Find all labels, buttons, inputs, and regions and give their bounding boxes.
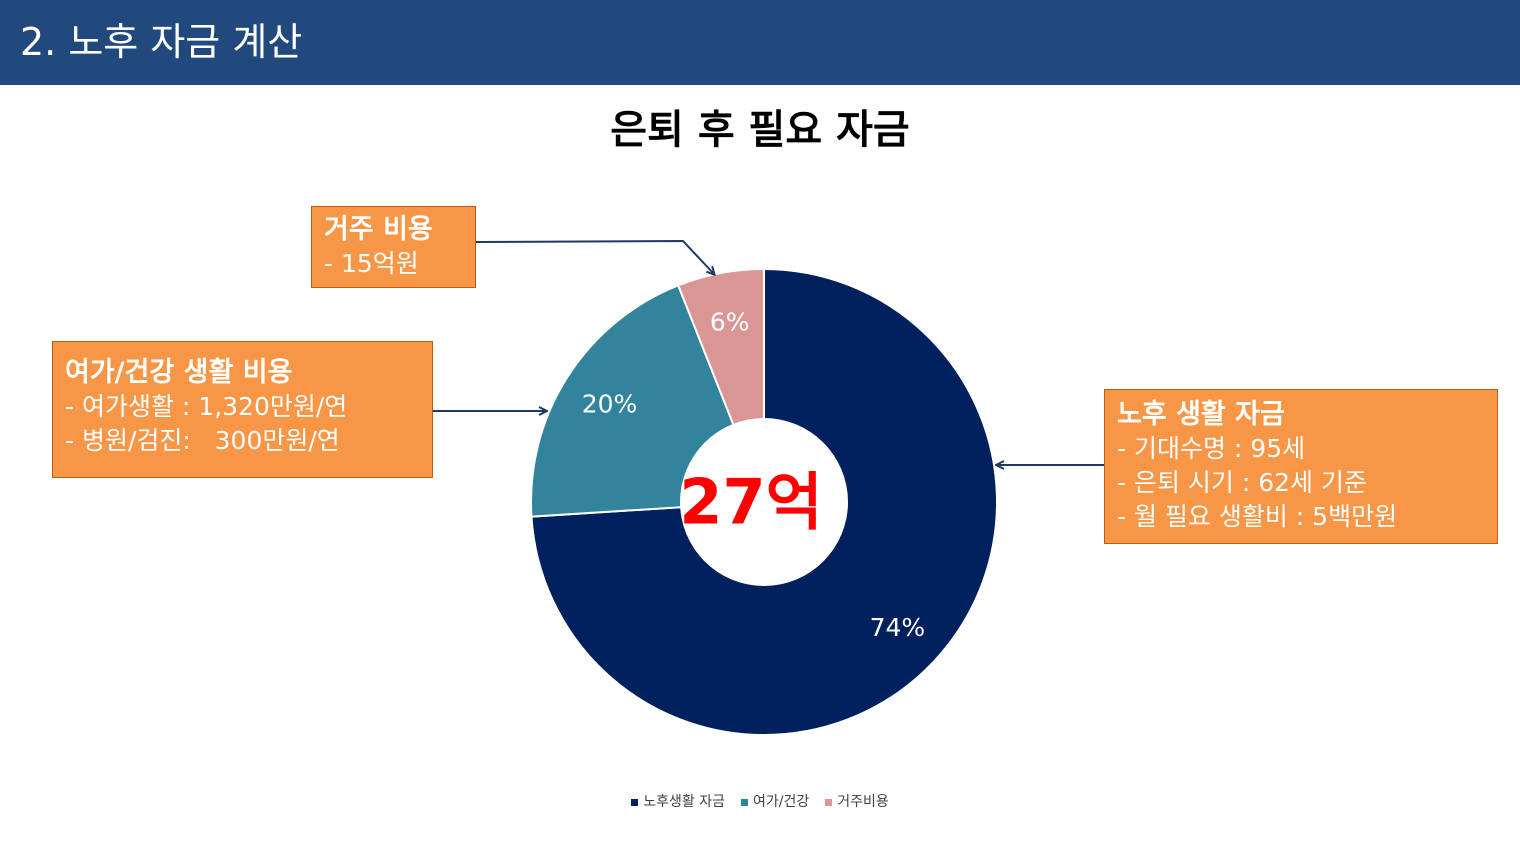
callout-leisure: 여가/건강 생활 비용 - 여가생활 : 1,320만원/연 - 병원/검진: … — [52, 341, 433, 478]
chart-title: 은퇴 후 필요 자금 — [610, 107, 910, 153]
data-label-housing: 6% — [710, 308, 750, 337]
callout-living-line-2: - 은퇴 시기 : 62세 기준 — [1117, 468, 1367, 497]
legend-swatch-housing — [825, 798, 833, 806]
callout-housing: 거주 비용 - 15억원 — [311, 206, 476, 288]
header-bar: 2. 노후 자금 계산 — [0, 0, 1520, 85]
legend-label-housing: 거주비용 — [837, 794, 889, 810]
legend-swatch-living — [631, 798, 639, 806]
legend-swatch-leisure — [740, 798, 748, 806]
callout-leisure-line-1: - 여가생활 : 1,320만원/연 — [65, 392, 348, 421]
chart-legend: 노후생활 자금 여가/건강 거주비용 — [0, 792, 1520, 812]
legend-item-living: 노후생활 자금 — [631, 792, 725, 812]
data-label-leisure: 20% — [582, 389, 638, 418]
donut-hole — [680, 418, 848, 586]
callout-living: 노후 생활 자금 - 기대수명 : 95세 - 은퇴 시기 : 62세 기준 -… — [1104, 389, 1498, 544]
center-total-label: 27억 — [679, 466, 822, 539]
legend-item-leisure: 여가/건강 — [740, 792, 810, 812]
callout-living-line-1: - 기대수명 : 95세 — [1117, 434, 1306, 463]
legend-item-housing: 거주비용 — [825, 792, 889, 812]
callout-housing-line: - 15억원 — [324, 249, 419, 278]
callout-leisure-title: 여가/건강 생활 비용 — [65, 357, 293, 388]
callout-housing-title: 거주 비용 — [324, 214, 433, 245]
callout-living-title: 노후 생활 자금 — [1117, 399, 1285, 430]
legend-label-leisure: 여가/건강 — [752, 794, 810, 810]
page-title: 2. 노후 자금 계산 — [20, 20, 303, 64]
legend-label-living: 노후생활 자금 — [643, 794, 725, 810]
data-label-living: 74% — [870, 613, 926, 642]
callout-leisure-line-2: - 병원/검진: 300만원/연 — [65, 426, 340, 455]
arrow-housing — [475, 239, 714, 274]
callout-living-line-3: - 월 필요 생활비 : 5백만원 — [1117, 502, 1398, 531]
